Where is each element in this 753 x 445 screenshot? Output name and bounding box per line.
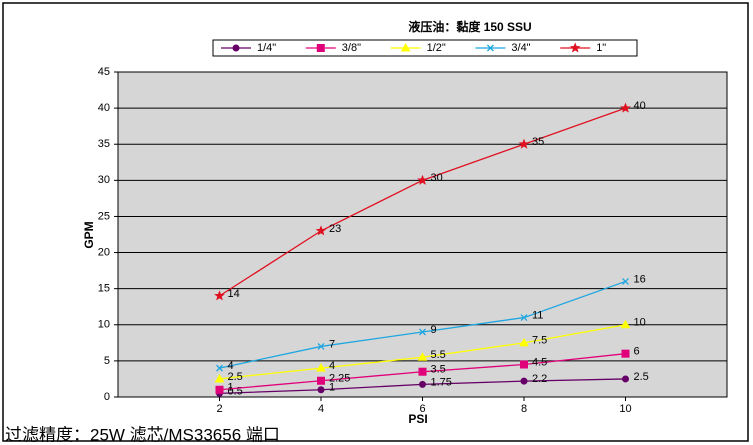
footer: 过滤精度：25W 滤芯/MS33656 端口 xyxy=(5,425,280,444)
data-label: 4 xyxy=(228,360,234,372)
chart-title: 液压油：黏度 150 SSU xyxy=(408,19,531,34)
data-label: 2.25 xyxy=(329,373,350,385)
data-label: 4.5 xyxy=(532,356,547,368)
data-label: 16 xyxy=(634,273,646,285)
data-label: 9 xyxy=(431,324,437,336)
marker xyxy=(569,42,581,53)
marker xyxy=(417,174,428,185)
y-tick-label: 35 xyxy=(98,138,110,150)
data-label: 3.5 xyxy=(431,364,446,376)
marker xyxy=(520,314,528,322)
marker xyxy=(317,342,325,350)
data-label: 10 xyxy=(634,317,646,329)
marker xyxy=(620,319,631,329)
data-label: 35 xyxy=(532,136,544,148)
data-label: 5.5 xyxy=(431,349,446,361)
marker xyxy=(518,138,530,149)
x-tick-label: 2 xyxy=(216,403,222,415)
marker xyxy=(417,352,428,361)
data-label: 4 xyxy=(329,360,335,372)
marker xyxy=(620,102,631,113)
y-tick-label: 40 xyxy=(98,102,110,114)
y-axis-title: GPM xyxy=(82,221,96,248)
marker xyxy=(622,277,629,285)
data-label: 2.5 xyxy=(228,371,243,383)
marker xyxy=(216,364,223,372)
x-tick-label: 8 xyxy=(521,403,527,415)
x-tick-label: 10 xyxy=(619,403,631,415)
data-label: 30 xyxy=(431,172,443,184)
data-label: 1 xyxy=(329,382,335,394)
y-tick-label: 15 xyxy=(98,283,110,295)
y-tick-label: 10 xyxy=(98,319,110,331)
y-tick-label: 30 xyxy=(98,174,110,186)
marker xyxy=(215,385,224,394)
marker xyxy=(519,337,529,347)
data-label: 2.2 xyxy=(532,373,547,385)
marker xyxy=(315,225,327,236)
legend-label: 3/4" xyxy=(511,42,530,54)
legend-label: 1/4" xyxy=(257,42,276,54)
data-label: 6 xyxy=(634,346,640,358)
data-label: 2.5 xyxy=(634,371,649,383)
marker xyxy=(316,44,325,52)
y-tick-label: 0 xyxy=(104,391,110,403)
marker xyxy=(621,349,630,358)
data-label: 11 xyxy=(532,309,543,321)
y-tick-label: 5 xyxy=(104,355,110,367)
y-tick-label: 20 xyxy=(98,246,110,258)
x-tick-label: 4 xyxy=(318,403,324,415)
x-tick-label: 6 xyxy=(419,403,425,415)
plot-area xyxy=(117,71,728,398)
y-tick-label: 25 xyxy=(98,210,110,222)
y-tick-label: 45 xyxy=(98,66,110,78)
marker xyxy=(400,42,411,52)
data-label: 23 xyxy=(329,223,341,235)
marker xyxy=(214,373,225,383)
marker xyxy=(486,44,494,52)
marker xyxy=(622,375,629,383)
marker xyxy=(418,367,427,376)
x-axis-title: PSI xyxy=(408,412,427,426)
data-label: 1.75 xyxy=(431,376,452,388)
data-label: 7.5 xyxy=(532,335,547,347)
marker xyxy=(232,44,240,52)
marker xyxy=(214,290,225,301)
marker xyxy=(317,386,325,394)
marker xyxy=(520,377,528,385)
data-label: 1 xyxy=(228,382,234,394)
marker xyxy=(316,363,326,372)
marker xyxy=(520,360,528,369)
legend-label: 3/8" xyxy=(342,42,361,54)
marker xyxy=(317,376,325,385)
data-label: 14 xyxy=(228,288,240,300)
data-label: 7 xyxy=(329,338,335,350)
legend-label: 1" xyxy=(596,42,606,54)
data-label: 40 xyxy=(634,100,646,112)
legend-label: 1/2" xyxy=(427,42,446,54)
marker xyxy=(419,380,426,388)
marker xyxy=(419,328,426,336)
